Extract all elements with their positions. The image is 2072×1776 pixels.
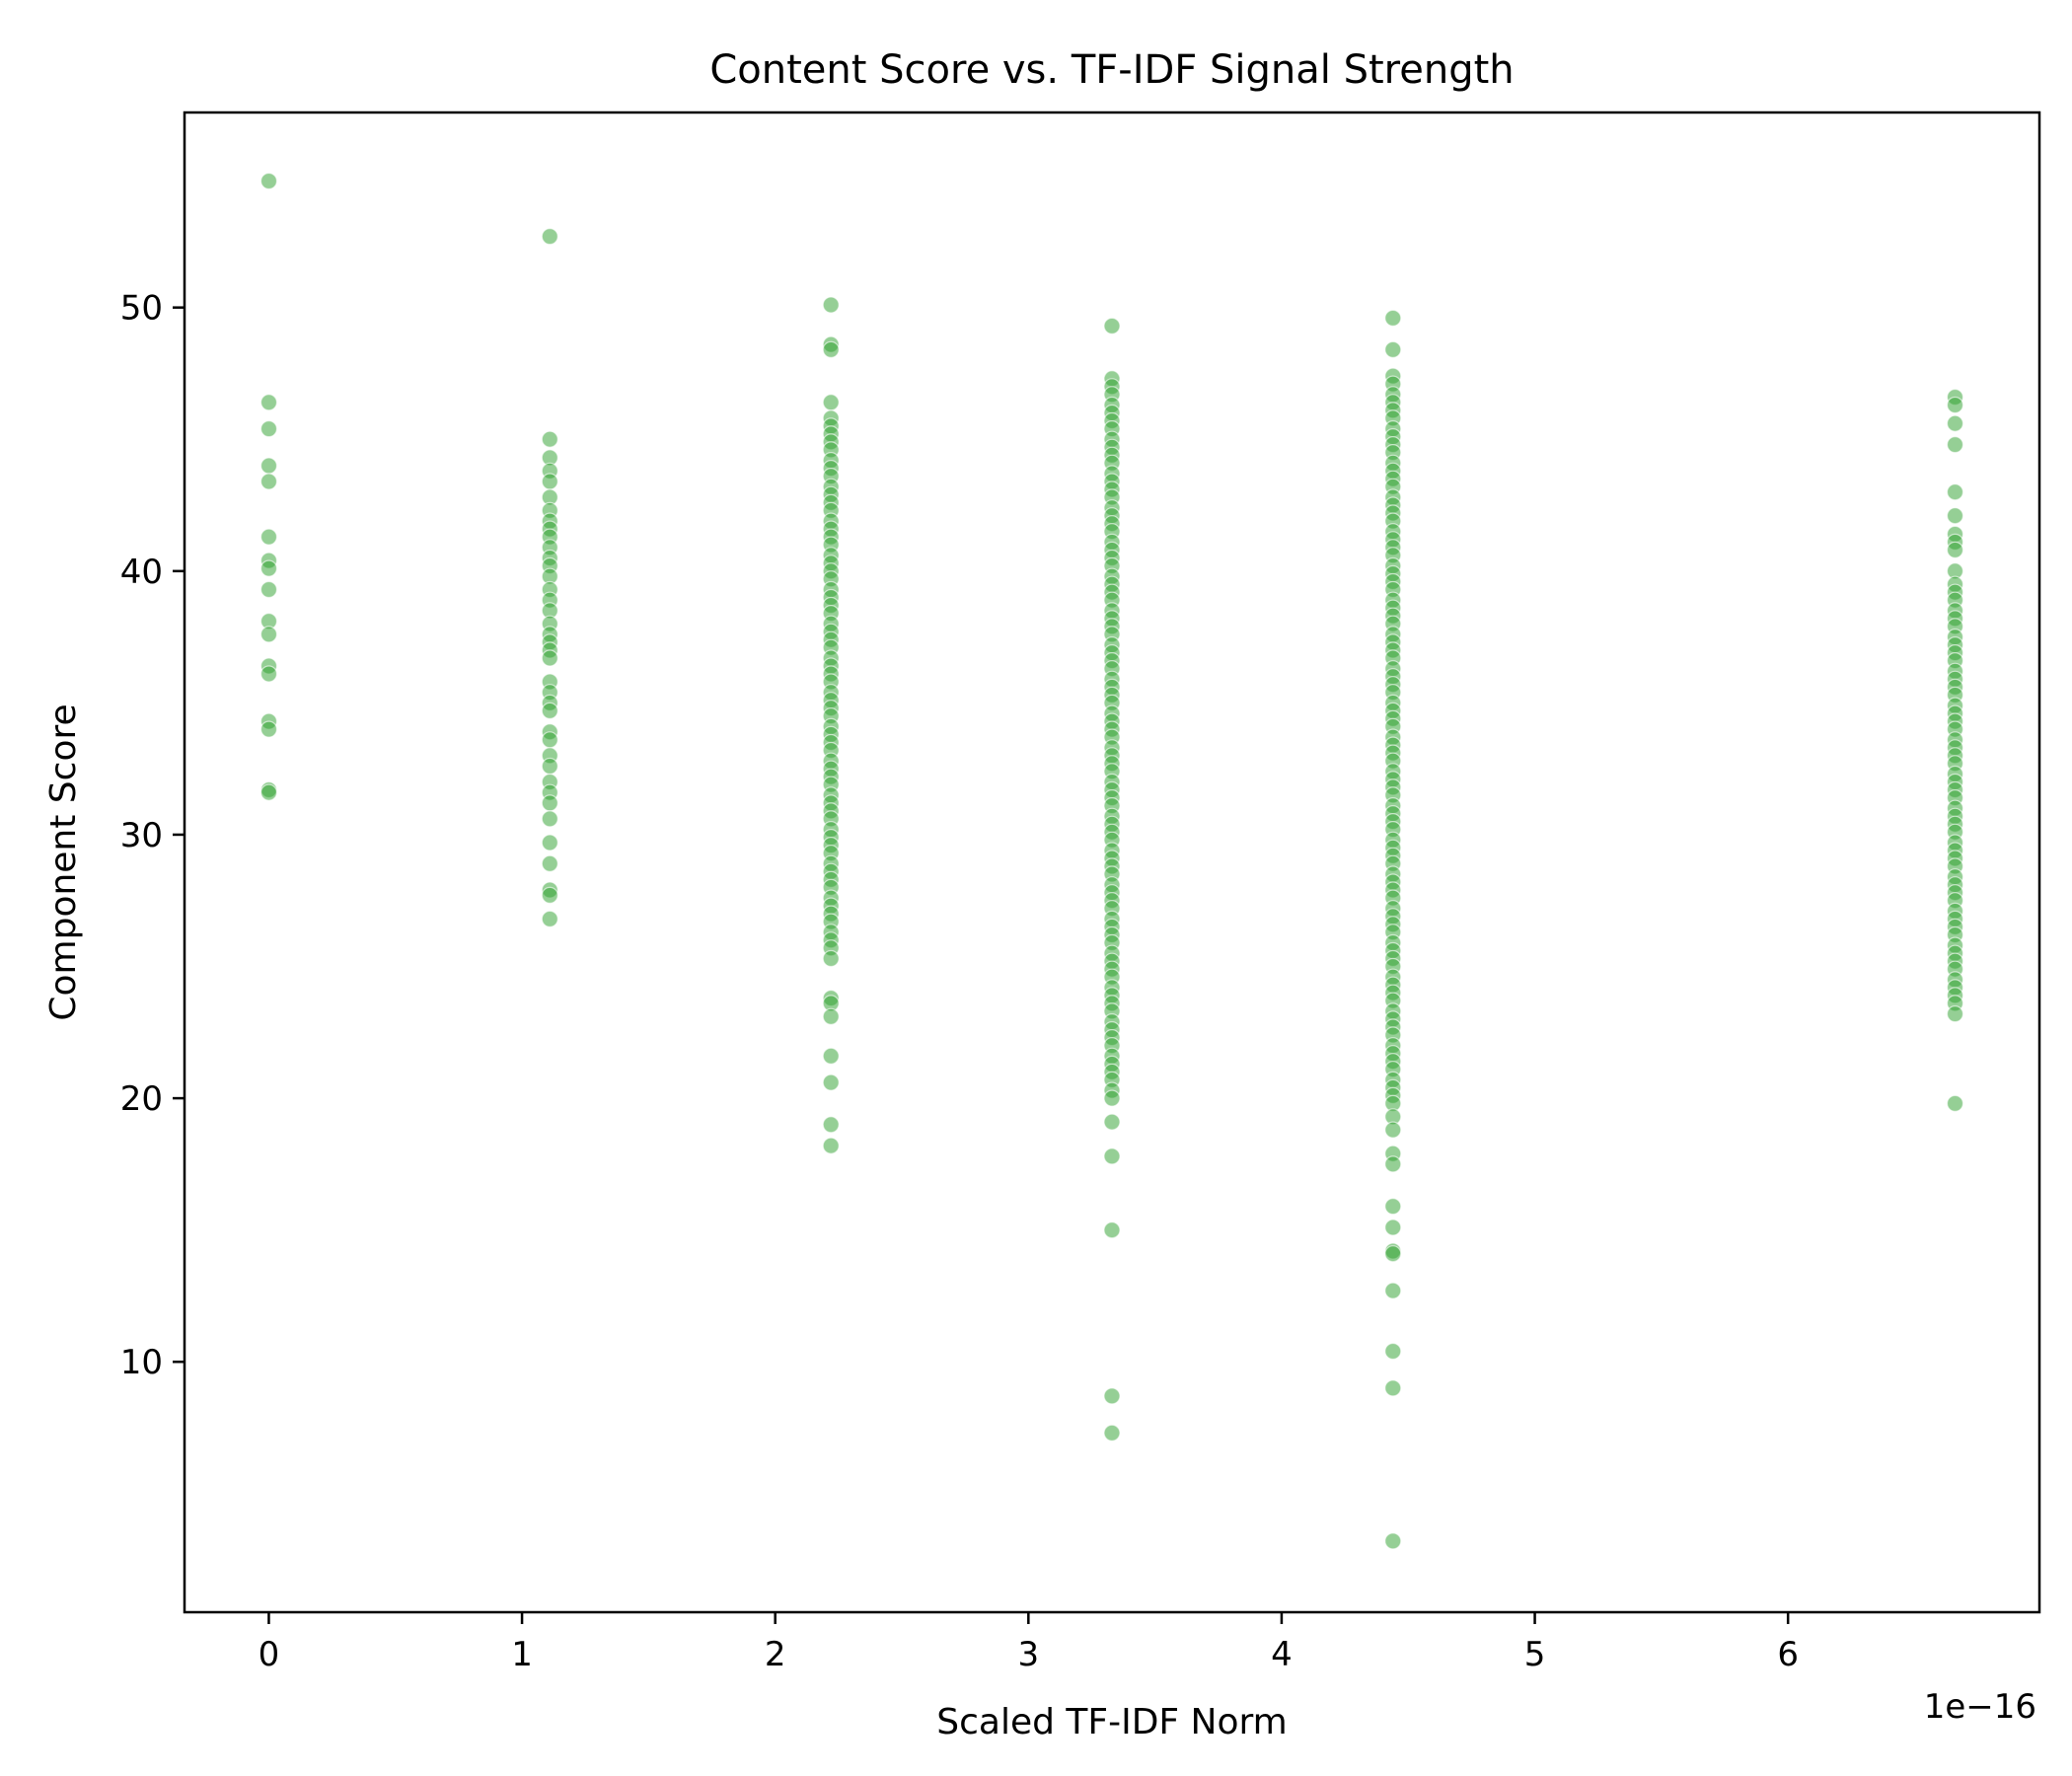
data-point [1384,1121,1402,1139]
y-tick-label: 40 [120,553,163,592]
data-point [1946,414,1964,432]
data-point [1946,436,1964,454]
data-point [1384,1219,1402,1236]
x-tick-label: 0 [259,1635,280,1674]
data-point [541,757,558,776]
data-point [1384,309,1402,327]
plot-frame [183,111,2041,1614]
data-point [259,172,278,190]
data-point [541,731,558,749]
data-point [259,394,278,411]
data-point [1946,507,1964,525]
points-layer [259,172,1964,1550]
data-point [1103,1113,1121,1131]
data-point [541,702,558,720]
data-point [1384,340,1402,358]
x-tick-label: 4 [1271,1635,1293,1674]
data-point [1384,1245,1402,1263]
data-point [1384,1342,1402,1361]
data-point [1384,1379,1402,1397]
data-point [259,665,278,683]
y-axis-label: Component Score [43,703,84,1020]
data-point [541,473,558,490]
data-point [1384,1532,1402,1550]
data-point [1103,1089,1121,1107]
data-point [822,1073,840,1091]
data-point [1946,396,1964,414]
data-point [1384,1197,1402,1216]
data-point [1946,1094,1964,1113]
data-point [541,834,558,851]
data-point [259,580,278,599]
data-point [259,473,278,490]
data-point [822,1007,840,1025]
data-point [541,794,558,812]
data-point [1103,1387,1121,1405]
data-point [259,457,278,475]
data-point [1946,541,1964,559]
x-tick-label: 2 [765,1635,786,1674]
data-point [1946,483,1964,501]
data-point [541,854,558,872]
y-tick-label: 30 [120,816,163,855]
data-point [259,626,278,643]
x-axis-label: Scaled TF-IDF Norm [936,1702,1288,1742]
data-point [822,296,840,314]
data-point [541,430,558,448]
data-point [541,228,558,246]
x-tick-label: 5 [1524,1635,1546,1674]
y-tick-label: 50 [120,289,163,329]
data-point [259,528,278,546]
data-point [1946,1004,1964,1023]
data-point [822,949,840,968]
data-point [1103,1221,1121,1239]
data-point [259,720,278,738]
data-point [541,649,558,667]
data-point [259,783,278,801]
data-point [822,394,840,411]
x-tick-label: 6 [1777,1635,1799,1674]
data-point [541,910,558,928]
data-point [1103,1147,1121,1165]
x-axis-offset-label: 1e−16 [1924,1687,2036,1727]
data-point [259,559,278,577]
data-point [822,340,840,358]
data-point [541,886,558,905]
data-point [1103,1424,1121,1442]
x-tick-label: 1 [511,1635,533,1674]
data-point [822,1137,840,1154]
data-point [259,420,278,438]
chart-title: Content Score vs. TF-IDF Signal Strength [709,47,1514,93]
x-axis-ticks: 0 1 2 3 4 5 6 [259,1612,1799,1674]
data-point [822,1047,840,1065]
data-point [541,810,558,828]
y-tick-label: 20 [120,1079,163,1119]
x-tick-label: 3 [1017,1635,1039,1674]
y-axis-ticks: 10 20 30 40 50 [120,289,185,1382]
data-point [1384,1282,1402,1299]
data-point [822,1116,840,1134]
data-point [1384,1155,1402,1173]
y-tick-label: 10 [120,1343,163,1382]
data-point [1103,317,1121,334]
